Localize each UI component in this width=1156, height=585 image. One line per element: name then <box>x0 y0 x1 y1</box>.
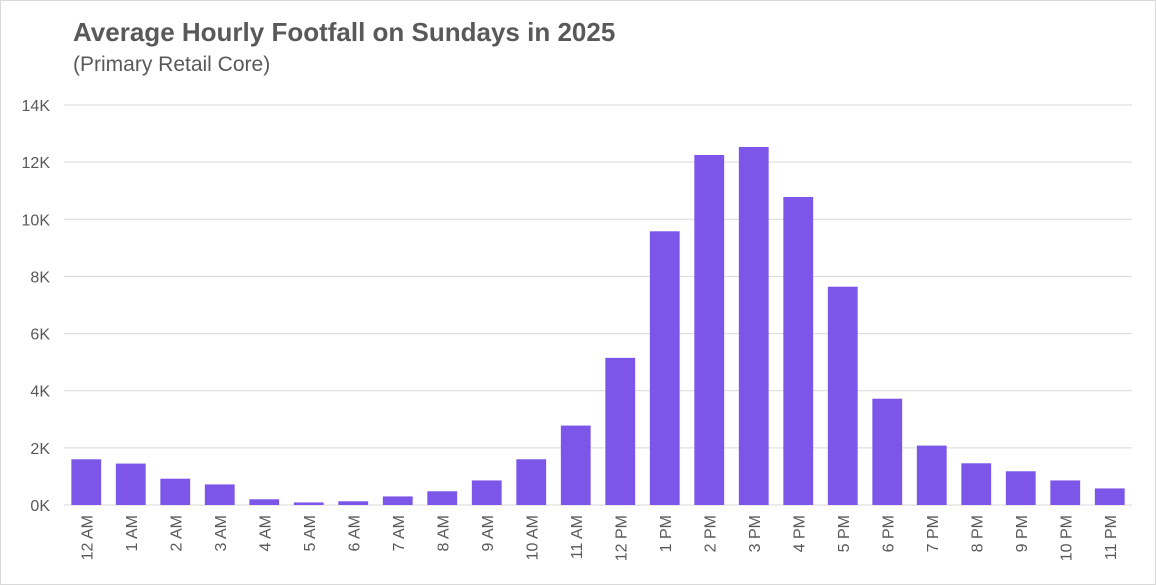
x-tick-label: 12 PM <box>613 515 630 561</box>
x-tick-label: 4 AM <box>257 515 274 551</box>
x-tick-label: 10 PM <box>1058 515 1075 561</box>
bar <box>1094 488 1125 505</box>
x-tick-label: 2 PM <box>702 515 719 552</box>
bars <box>71 147 1125 506</box>
bar <box>115 463 146 505</box>
x-tick-label: 5 AM <box>302 515 319 551</box>
y-tick-label: 8K <box>30 269 50 286</box>
x-tick-label: 3 PM <box>747 515 764 552</box>
y-tick-label: 12K <box>22 155 51 172</box>
bar <box>738 147 769 505</box>
bar <box>382 496 413 505</box>
bar <box>471 480 502 505</box>
y-tick-label: 0K <box>30 498 50 515</box>
x-tick-label: 4 PM <box>791 515 808 552</box>
bar <box>204 484 235 505</box>
bar <box>961 463 992 505</box>
x-tick-label: 11 AM <box>569 515 586 559</box>
x-tick-label: 6 AM <box>346 515 363 551</box>
bar <box>827 286 858 505</box>
x-tick-label: 8 AM <box>435 515 452 551</box>
bar <box>694 155 725 505</box>
x-tick-label: 3 AM <box>213 515 230 551</box>
bar <box>649 231 680 506</box>
x-tick-label: 8 PM <box>969 515 986 552</box>
x-tick-label: 9 PM <box>1014 515 1031 552</box>
bar <box>560 425 591 505</box>
bar <box>293 502 324 505</box>
chart-subtitle: (Primary Retail Core) <box>73 53 271 76</box>
y-axis-ticks: 0K 2K 4K 6K 8K 10K 12K 14K <box>22 98 51 515</box>
x-tick-label: 7 AM <box>391 515 408 551</box>
bar <box>916 445 947 505</box>
gridlines <box>64 104 1132 506</box>
y-tick-label: 2K <box>30 441 50 458</box>
bar <box>516 459 547 505</box>
x-tick-label: 9 AM <box>480 515 497 551</box>
bar <box>872 398 903 505</box>
x-axis-ticks: 12 AM 1 AM 2 AM 3 AM 4 AM 5 AM 6 AM 7 AM 8 AM 9 A… <box>79 515 1120 561</box>
y-tick-label: 4K <box>30 384 50 401</box>
x-tick-label: 7 PM <box>925 515 942 552</box>
x-tick-label: 10 AM <box>524 515 541 560</box>
x-tick-label: 11 PM <box>1103 515 1120 560</box>
y-tick-label: 10K <box>22 212 51 229</box>
x-tick-label: 1 PM <box>658 515 675 552</box>
chart-title: Average Hourly Footfall on Sundays in 20… <box>73 17 616 47</box>
y-tick-label: 6K <box>30 327 50 344</box>
bar <box>1005 471 1036 505</box>
bar <box>1050 480 1081 505</box>
x-tick-label: 2 AM <box>168 515 185 551</box>
bar <box>249 499 280 505</box>
x-tick-label: 1 AM <box>124 515 141 551</box>
bar <box>338 501 369 505</box>
x-tick-label: 5 PM <box>836 515 853 552</box>
x-tick-label: 6 PM <box>880 515 897 552</box>
x-tick-label: 12 AM <box>79 515 96 560</box>
bar <box>427 491 458 505</box>
bar <box>160 478 191 505</box>
y-tick-label: 14K <box>22 98 51 115</box>
bar <box>783 197 814 505</box>
bar <box>605 357 636 505</box>
bar <box>71 459 102 505</box>
